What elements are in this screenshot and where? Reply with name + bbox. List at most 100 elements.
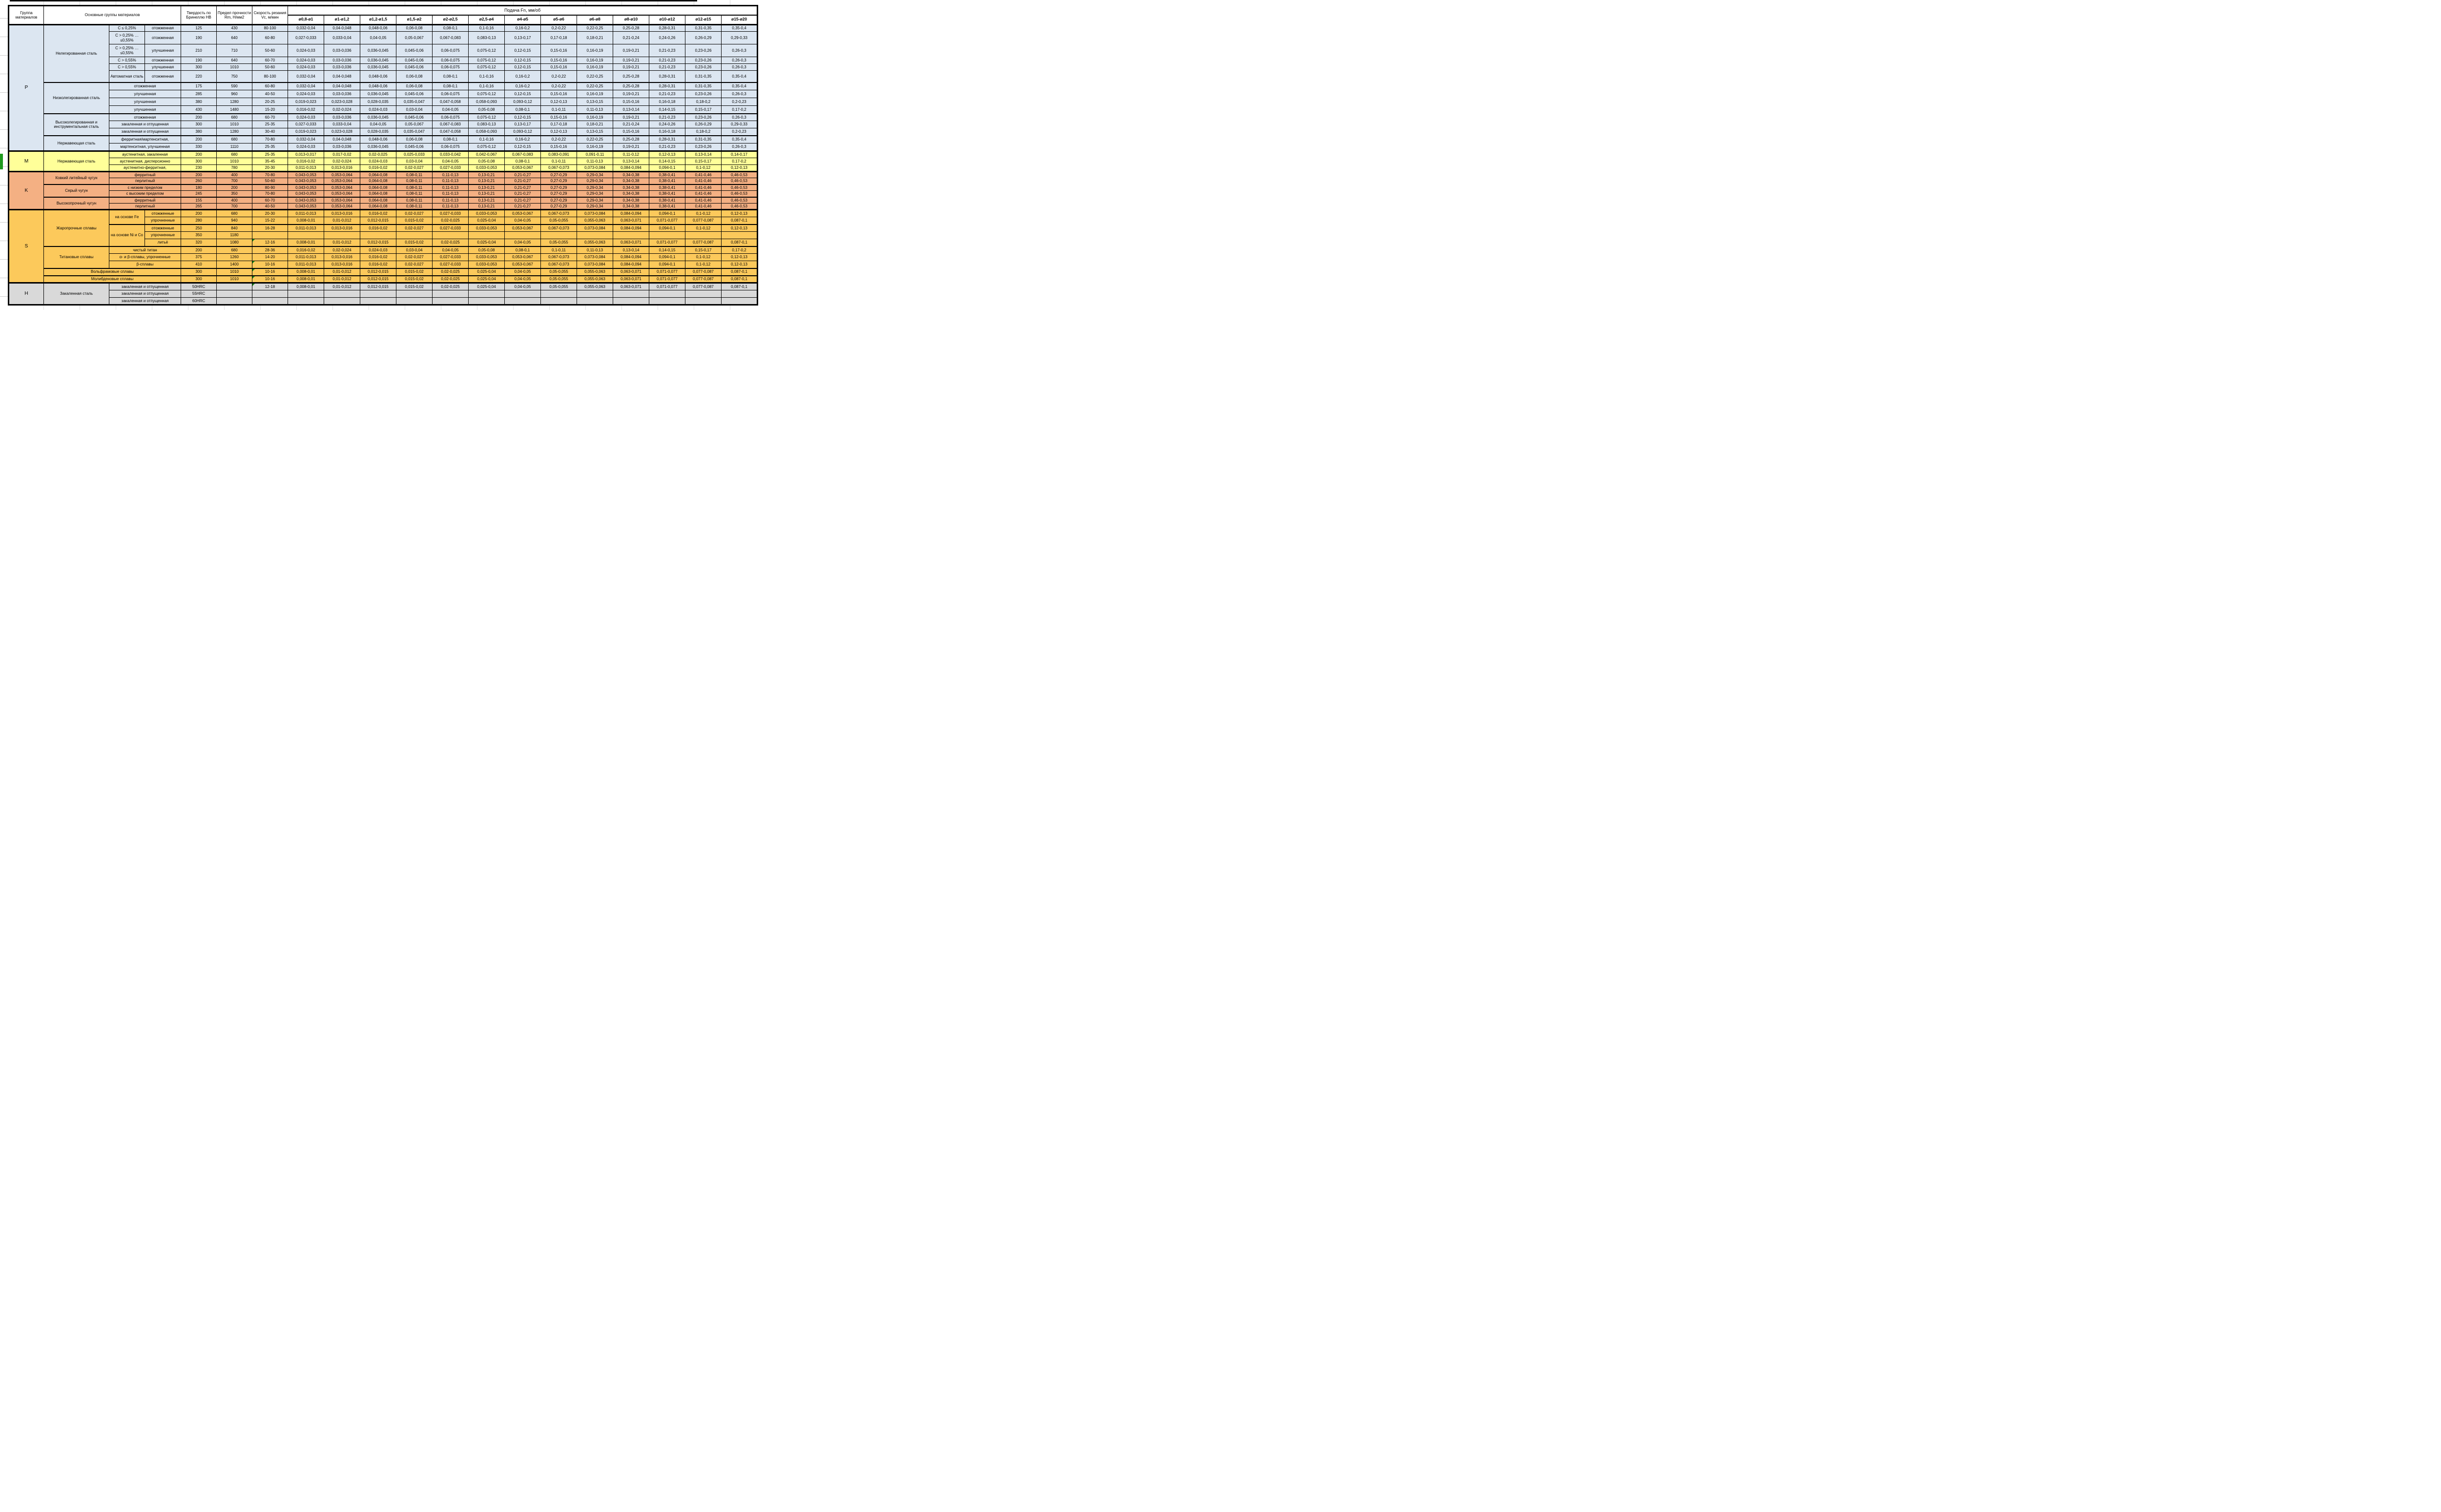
feed-cell[interactable]: 0,23-0,26 (685, 113, 722, 121)
treatment-cell[interactable]: с высоким пределом (108, 190, 182, 197)
feed-cell[interactable] (324, 231, 361, 239)
feed-cell[interactable]: 0,05-0,067 (396, 121, 433, 128)
feed-cell[interactable]: 0,08-0,1 (504, 105, 541, 114)
feed-cell[interactable]: 0,033-0,053 (468, 261, 505, 268)
feed-cell[interactable]: 0,087-0,1 (721, 239, 758, 246)
hb-cell[interactable]: 220 (181, 70, 217, 82)
feed-cell[interactable]: 0,28-0,31 (649, 82, 686, 90)
column-header-rm[interactable]: Предел прочности Rm, Н/мм2 (216, 5, 253, 25)
feed-cell[interactable]: 0,21-0,27 (504, 190, 541, 197)
feed-cell[interactable]: 0,41-0,46 (685, 203, 722, 210)
feed-cell[interactable]: 0,17-0,18 (540, 31, 578, 44)
feed-cell[interactable]: 0,16-0,18 (649, 128, 686, 136)
feed-cell[interactable]: 0,15-0,16 (540, 90, 578, 98)
feed-cell[interactable]: 0,05-0,08 (468, 105, 505, 114)
material-cell[interactable]: Молибденовые сплавы (43, 275, 182, 283)
feed-cell[interactable]: 0,05-0,067 (396, 31, 433, 44)
material-cell[interactable]: Закаленная сталь (43, 282, 109, 305)
feed-cell[interactable]: 0,21-0,27 (504, 196, 541, 204)
material-cell[interactable]: Высокопрочный чугун (43, 196, 109, 210)
feed-cell[interactable]: 0,16-0,2 (504, 24, 541, 32)
hb-cell[interactable]: 55HRC (181, 290, 217, 298)
feed-cell[interactable]: 0,027-0,033 (432, 209, 469, 217)
feed-cell[interactable]: 0,071-0,077 (649, 217, 686, 225)
rm-cell[interactable]: 1480 (216, 105, 253, 114)
rm-cell[interactable]: 750 (216, 70, 253, 82)
feed-cell[interactable]: 0,12-0,15 (504, 143, 541, 151)
feed-cell[interactable]: 0,25-0,28 (613, 70, 650, 82)
feed-cell[interactable]: 0,043-0,053 (288, 196, 325, 204)
feed-cell[interactable]: 0,02-0,025 (432, 239, 469, 246)
hb-cell[interactable]: 210 (181, 44, 217, 57)
feed-cell[interactable] (504, 231, 541, 239)
feed-cell[interactable]: 0,064-0,08 (360, 203, 397, 210)
treatment-cell[interactable]: закаленная и отпущенная (108, 128, 182, 136)
feed-cell[interactable]: 0,033-0,053 (468, 164, 505, 172)
rm-cell[interactable] (216, 282, 253, 290)
feed-cell[interactable]: 0,15-0,16 (540, 113, 578, 121)
feed-cell[interactable] (685, 290, 722, 298)
treatment-cell[interactable]: отожженная (144, 31, 182, 44)
rm-cell[interactable]: 1110 (216, 143, 253, 151)
rm-cell[interactable]: 680 (216, 113, 253, 121)
vc-cell[interactable]: 20-30 (252, 164, 289, 172)
treatment-cell[interactable]: β-сплавы (108, 261, 182, 268)
hb-cell[interactable]: 350 (181, 231, 217, 239)
feed-cell[interactable]: 0,17-0,2 (721, 245, 758, 254)
feed-cell[interactable]: 0,12-0,15 (504, 113, 541, 121)
feed-cell[interactable]: 0,27-0,29 (540, 190, 578, 197)
column-header-diameter[interactable]: ø1,5-ø2 (396, 14, 433, 25)
feed-cell[interactable]: 0,21-0,27 (504, 203, 541, 210)
hb-cell[interactable]: 320 (181, 239, 217, 246)
material-cell[interactable]: Ковкий литейный чугун (43, 171, 109, 184)
vc-cell[interactable]: 70-80 (252, 135, 289, 143)
feed-cell[interactable]: 0,063-0,071 (613, 267, 650, 276)
feed-cell[interactable]: 0,094-0,1 (649, 253, 686, 261)
feed-cell[interactable]: 0,08-0,1 (504, 158, 541, 165)
feed-cell[interactable]: 0,067-0,083 (432, 31, 469, 44)
treatment-cell[interactable]: перлитный (108, 203, 182, 210)
rm-cell[interactable]: 1260 (216, 253, 253, 261)
subgroup-cell[interactable]: на основе Fe (109, 209, 145, 225)
feed-cell[interactable]: 0,073-0,084 (577, 209, 614, 217)
feed-cell[interactable]: 0,2-0,23 (721, 98, 758, 106)
rm-cell[interactable]: 680 (216, 150, 253, 158)
feed-cell[interactable]: 0,075-0,12 (468, 63, 505, 71)
feed-cell[interactable]: 0,08-0,11 (396, 203, 433, 210)
rm-cell[interactable]: 590 (216, 82, 253, 90)
feed-cell[interactable]: 0,31-0,35 (685, 82, 722, 90)
feed-cell[interactable]: 0,012-0,015 (360, 239, 397, 246)
feed-cell[interactable]: 0,11-0,13 (577, 105, 614, 114)
feed-cell[interactable]: 0,2-0,22 (540, 24, 578, 32)
feed-cell[interactable]: 0,093-0,12 (504, 98, 541, 106)
feed-cell[interactable]: 0,04-0,05 (360, 31, 397, 44)
feed-cell[interactable]: 0,1-0,12 (685, 164, 722, 172)
feed-cell[interactable]: 0,38-0,41 (649, 171, 686, 178)
vc-cell[interactable]: 40-50 (252, 203, 289, 210)
feed-cell[interactable]: 0,41-0,46 (685, 184, 722, 191)
feed-cell[interactable]: 0,01-0,012 (324, 239, 361, 246)
feed-cell[interactable]: 0,46-0,53 (721, 178, 758, 184)
feed-cell[interactable]: 0,04-0,05 (504, 239, 541, 246)
feed-cell[interactable]: 0,071-0,077 (649, 282, 686, 290)
feed-cell[interactable]: 0,1-0,11 (540, 158, 578, 165)
vc-cell[interactable]: 20-30 (252, 209, 289, 217)
feed-cell[interactable]: 0,23-0,26 (685, 44, 722, 57)
feed-cell[interactable]: 0,29-0,34 (577, 203, 614, 210)
column-header-diameter[interactable]: ø8-ø10 (613, 14, 650, 25)
feed-cell[interactable] (432, 290, 469, 298)
feed-cell[interactable]: 0,032-0,04 (288, 82, 325, 90)
hb-cell[interactable]: 190 (181, 57, 217, 64)
feed-cell[interactable]: 0,46-0,53 (721, 190, 758, 197)
feed-cell[interactable] (288, 297, 325, 305)
feed-cell[interactable]: 0,02-0,027 (396, 261, 433, 268)
feed-cell[interactable]: 0,04-0,05 (432, 105, 469, 114)
feed-cell[interactable]: 0,013-0,016 (324, 164, 361, 172)
rm-cell[interactable]: 640 (216, 31, 253, 44)
feed-cell[interactable] (432, 297, 469, 305)
feed-cell[interactable] (577, 231, 614, 239)
feed-cell[interactable]: 0,12-0,13 (721, 224, 758, 232)
treatment-cell[interactable]: улучшенная (144, 63, 182, 71)
vc-cell[interactable]: 15-22 (252, 217, 289, 225)
feed-cell[interactable]: 0,067-0,073 (540, 224, 578, 232)
